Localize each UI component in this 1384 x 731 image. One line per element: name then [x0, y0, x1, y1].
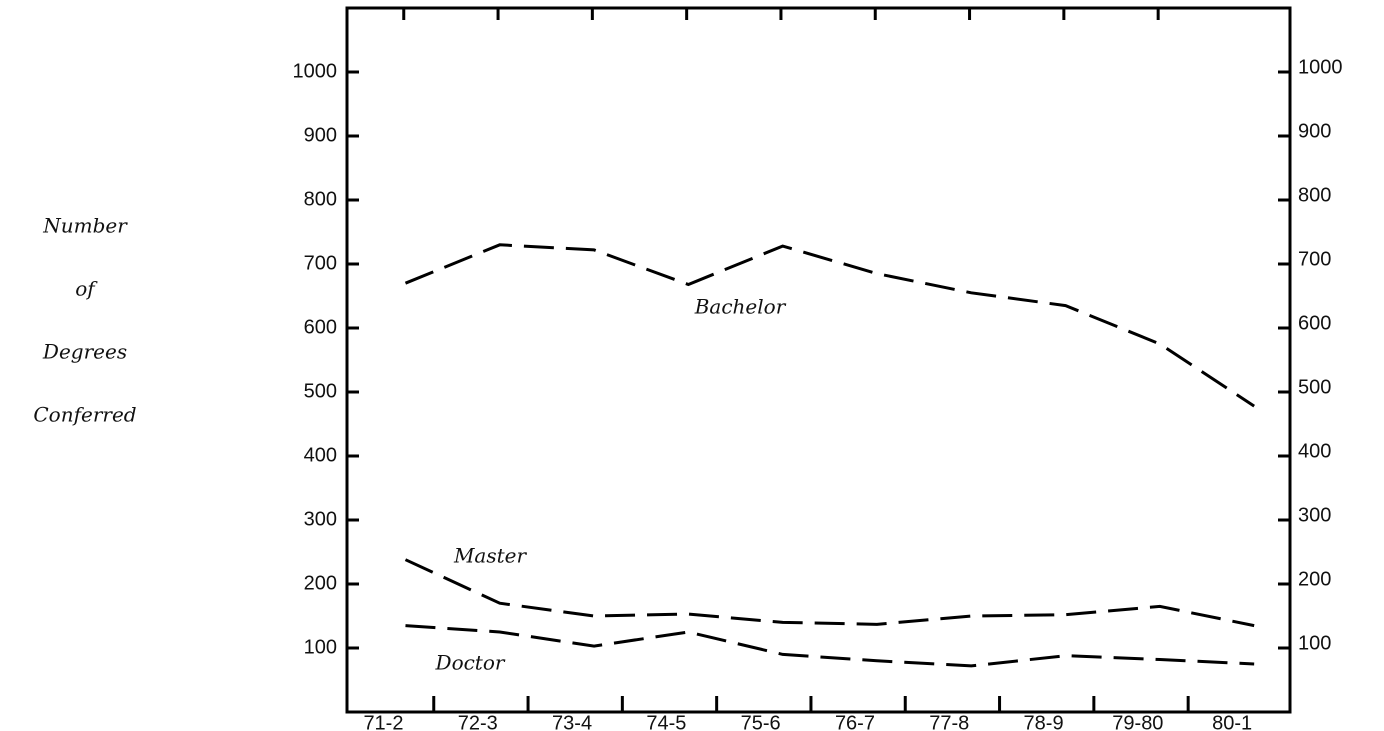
series-label: Master: [453, 544, 528, 568]
y-axis-label: Number: [42, 214, 128, 238]
x-tick-label: 71-2: [363, 712, 403, 731]
y-axis-label: of: [75, 277, 98, 301]
x-tick-label: 79-80: [1112, 712, 1163, 731]
x-tick-label: 77-8: [929, 712, 969, 731]
y-tick-label: 300: [1298, 504, 1331, 526]
y-tick-label: 500: [304, 380, 337, 402]
y-tick-label: 600: [1298, 312, 1331, 334]
x-tick-label: 75-6: [741, 712, 781, 731]
series-label: Doctor: [435, 651, 506, 675]
y-tick-label: 600: [304, 316, 337, 338]
x-tick-label: 72-3: [458, 712, 498, 731]
plot-frame: [345, 6, 1292, 714]
y-axis-label: Degrees: [42, 340, 127, 364]
x-tick-label: 73-4: [552, 712, 592, 731]
y-tick-label: 200: [1298, 568, 1331, 590]
y-tick-label: 700: [304, 252, 337, 274]
series-line: [404, 558, 1255, 628]
x-tick-label: 80-1: [1212, 712, 1252, 731]
y-tick-label: 700: [1298, 248, 1331, 270]
y-tick-label: 100: [1298, 632, 1331, 654]
y-tick-label: 200: [304, 572, 337, 594]
x-tick-label: 78-9: [1024, 712, 1064, 731]
y-tick-label: 500: [1298, 376, 1331, 398]
y-tick-label: 900: [304, 124, 337, 146]
series-label: Bachelor: [694, 295, 787, 319]
y-tick-label: 1000: [1298, 56, 1343, 78]
y-tick-label: 800: [1298, 184, 1331, 206]
y-tick-label: 400: [1298, 440, 1331, 462]
y-tick-label: 900: [1298, 120, 1331, 142]
series-line: [404, 243, 1255, 408]
y-tick-label: 300: [304, 508, 337, 530]
y-tick-label: 800: [304, 188, 337, 210]
y-tick-label: 1000: [293, 60, 338, 82]
y-tick-label: 100: [304, 636, 337, 658]
x-tick-label: 74-5: [646, 712, 686, 731]
y-tick-label: 400: [304, 444, 337, 466]
x-tick-label: 76-7: [835, 712, 875, 731]
series-line: [405, 624, 1255, 668]
y-axis-label: Conferred: [33, 403, 136, 427]
